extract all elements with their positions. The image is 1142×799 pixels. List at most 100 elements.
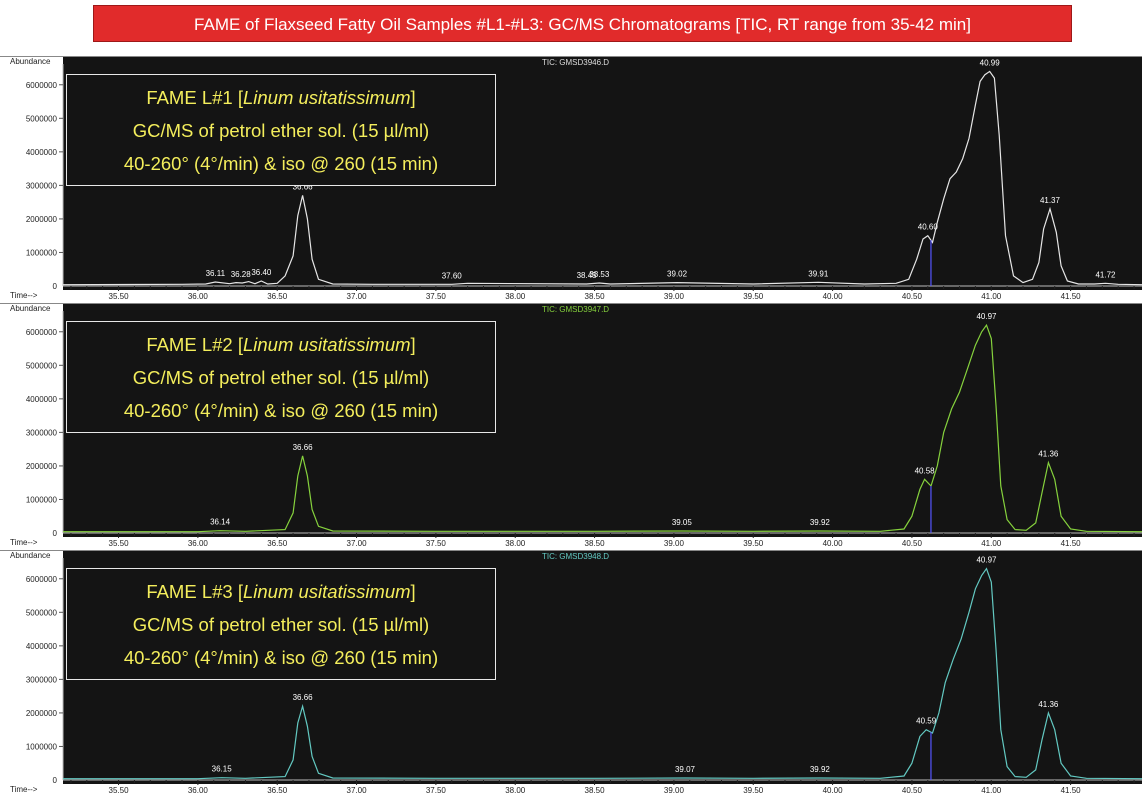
peak-label: 36.40 [251,268,272,277]
y-tick-label: 6000000 [26,81,58,90]
x-tick-label: 35.50 [109,539,130,548]
peak-label: 36.28 [231,270,252,279]
peak-label: 39.07 [675,765,696,774]
peak-label: 41.72 [1095,270,1116,279]
y-tick-label: 3000000 [26,675,58,684]
x-tick-label: 40.50 [902,292,923,301]
x-tick-label: 39.00 [664,292,685,301]
peak-label: 38.53 [589,270,610,279]
x-tick-label: 36.00 [188,292,209,301]
y-tick-label: 4000000 [26,395,58,404]
x-axis-title: Time--> [10,785,38,794]
y-tick-label: 4000000 [26,642,58,651]
x-tick-label: 40.00 [823,786,844,795]
peak-label: 37.60 [442,271,463,280]
y-tick-label: 6000000 [26,575,58,584]
x-tick-label: 39.50 [743,786,764,795]
file-label: TIC: GMSD3946.D [542,58,609,67]
sample-title-line: FAME L#2 [Linum usitatissimum] [146,334,416,355]
tic-trace [63,323,1142,533]
figure-title: FAME of Flaxseed Fatty Oil Samples #L1-#… [93,5,1072,42]
y-tick-label: 4000000 [26,148,58,157]
file-label: TIC: GMSD3947.D [542,305,609,314]
panel-separator [0,550,1142,551]
y-tick-label: 3000000 [26,428,58,437]
y-tick-label: 6000000 [26,328,58,337]
panel-separator [0,56,1142,57]
y-axis-title: Abundance [10,57,51,66]
x-tick-label: 38.00 [505,539,526,548]
x-tick-label: 36.50 [267,292,288,301]
peak-label: 39.92 [810,765,831,774]
temperature-program-line: 40-260° (4°/min) & iso @ 260 (15 min) [123,400,439,421]
sample-info-box-l3: FAME L#3 [Linum usitatissimum] GC/MS of … [66,568,496,680]
peak-label: 41.36 [1038,700,1059,709]
x-tick-label: 40.50 [902,539,923,548]
y-tick-label: 5000000 [26,608,58,617]
y-axis-title: Abundance [10,551,51,560]
sample-info-box-l1: FAME L#1 [Linum usitatissimum] GC/MS of … [66,74,496,186]
peak-label: 36.14 [210,518,231,527]
peak-label: 36.66 [293,693,314,702]
x-tick-label: 41.00 [981,786,1002,795]
x-tick-label: 37.00 [347,786,368,795]
x-tick-label: 36.00 [188,786,209,795]
x-tick-label: 36.00 [188,539,209,548]
x-tick-label: 38.50 [585,786,606,795]
y-tick-label: 2000000 [26,709,58,718]
chromatogram-stack: Abundance Time--> TIC: GMSD3946.D 1000000 20… [0,56,1142,797]
x-tick-label: 38.00 [505,786,526,795]
peak-label: 36.66 [293,443,314,452]
file-label: TIC: GMSD3948.D [542,552,609,561]
peak-label: 38.45 [577,271,598,280]
x-tick-label: 39.00 [664,786,685,795]
x-axis-title: Time--> [10,291,38,300]
x-tick-label: 37.50 [426,292,447,301]
sample-title-line: FAME L#1 [Linum usitatissimum] [146,87,416,108]
peak-label: 40.97 [976,556,997,565]
y-tick-label: 0 [53,282,58,291]
solvent-line: GC/MS of petrol ether sol. (15 µl/ml) [132,367,430,388]
peak-label: 39.91 [808,269,829,278]
x-tick-label: 38.00 [505,292,526,301]
x-tick-label: 38.50 [585,292,606,301]
y-tick-label: 5000000 [26,361,58,370]
peak-label: 36.15 [212,765,233,774]
x-tick-label: 38.50 [585,539,606,548]
x-axis-title: Time--> [10,538,38,547]
y-tick-label: 2000000 [26,215,58,224]
x-tick-label: 37.00 [347,539,368,548]
x-tick-label: 39.50 [743,539,764,548]
temperature-program-line: 40-260° (4°/min) & iso @ 260 (15 min) [123,153,439,174]
peak-label: 40.59 [916,717,937,726]
tic-trace [63,567,1142,780]
x-tick-label: 40.50 [902,786,923,795]
x-tick-label: 41.50 [1061,786,1082,795]
x-tick-label: 41.50 [1061,292,1082,301]
y-tick-label: 0 [53,776,58,785]
peak-label: 39.02 [667,270,688,279]
y-tick-label: 0 [53,529,58,538]
x-tick-label: 37.50 [426,786,447,795]
x-tick-label: 36.50 [267,786,288,795]
y-tick-label: 1000000 [26,742,58,751]
x-tick-label: 39.50 [743,292,764,301]
sample-info-box-l2: FAME L#2 [Linum usitatissimum] GC/MS of … [66,321,496,433]
temperature-program-line: 40-260° (4°/min) & iso @ 260 (15 min) [123,647,439,668]
y-tick-label: 1000000 [26,495,58,504]
peak-label: 39.05 [672,518,693,527]
sample-title-line: FAME L#3 [Linum usitatissimum] [146,581,416,602]
x-tick-label: 35.50 [109,786,130,795]
peak-label: 41.36 [1038,450,1059,459]
x-tick-label: 41.50 [1061,539,1082,548]
peak-label: 40.97 [976,312,997,321]
x-tick-label: 40.00 [823,292,844,301]
peak-label: 41.37 [1040,196,1061,205]
solvent-line: GC/MS of petrol ether sol. (15 µl/ml) [132,120,430,141]
peak-label: 36.11 [206,269,226,278]
peak-label: 40.60 [918,223,939,232]
x-tick-label: 41.00 [981,539,1002,548]
y-axis-title: Abundance [10,304,51,313]
x-tick-label: 37.50 [426,539,447,548]
solvent-line: GC/MS of petrol ether sol. (15 µl/ml) [132,614,430,635]
